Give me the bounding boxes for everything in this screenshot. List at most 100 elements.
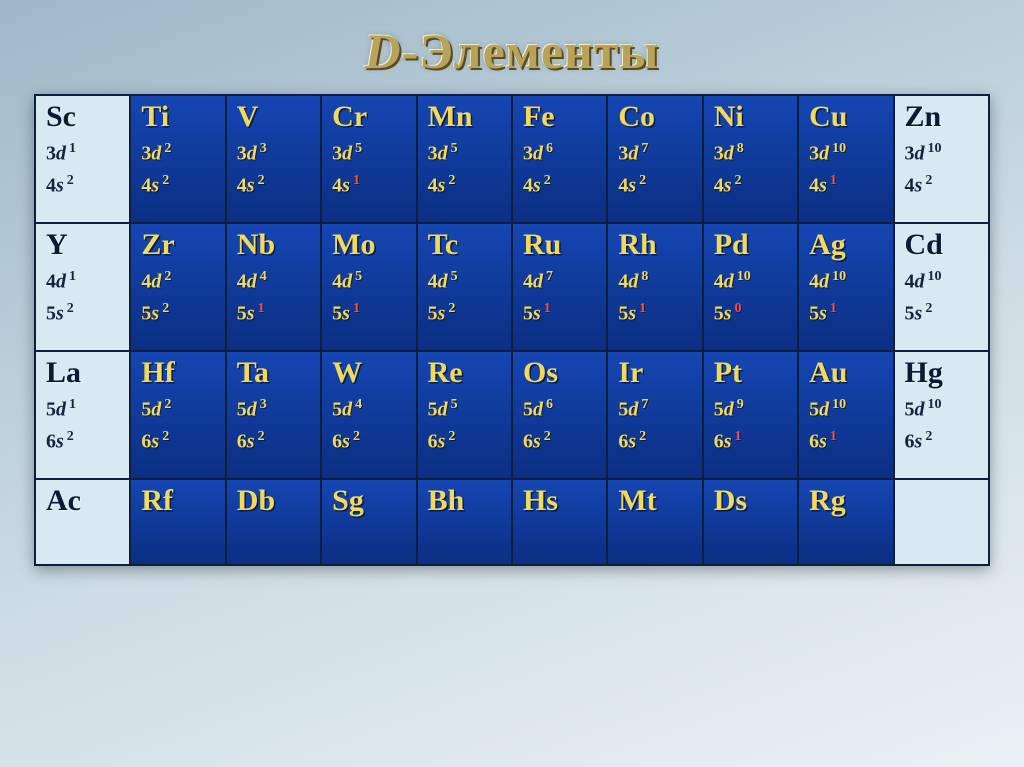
element-cell-mo: Mo4d55s1 (321, 223, 416, 351)
element-cell-co: Co3d74s2 (607, 95, 702, 223)
principal-quantum-number: 5 (714, 399, 724, 421)
orbital-letter: s (438, 430, 446, 452)
element-cell-zr: Zr4d25s2 (130, 223, 225, 351)
orbital-letter: d (915, 399, 925, 421)
orbital-letter: d (533, 271, 543, 293)
element-symbol: Ag (809, 230, 884, 260)
electron-count: 2 (353, 429, 360, 444)
electron-config-line: 4s2 (618, 170, 693, 202)
orbital-letter: d (724, 399, 734, 421)
element-cell-ru: Ru4d75s1 (512, 223, 607, 351)
element-cell-au: Au5d106s1 (798, 351, 893, 479)
element-symbol: Rh (618, 230, 693, 260)
element-symbol: Db (237, 486, 312, 516)
principal-quantum-number: 4 (141, 174, 151, 196)
electron-count: 5 (451, 141, 458, 156)
electron-count: 2 (164, 397, 171, 412)
electron-config-line: 6s2 (141, 426, 216, 458)
principal-quantum-number: 4 (618, 271, 628, 293)
electron-config-line: 4s1 (332, 170, 407, 202)
electron-config-line: 5d9 (714, 394, 789, 426)
element-cell-rg: Rg (798, 479, 893, 565)
principal-quantum-number: 3 (618, 143, 628, 165)
principal-quantum-number: 4 (237, 271, 247, 293)
element-symbol: Ac (46, 486, 121, 516)
electron-count: 10 (928, 141, 942, 156)
electron-count: 2 (925, 301, 932, 316)
principal-quantum-number: 5 (332, 302, 342, 324)
element-cell-ni: Ni3d84s2 (703, 95, 798, 223)
electron-config-line: 5s1 (523, 298, 598, 330)
principal-quantum-number: 4 (46, 271, 56, 293)
element-symbol: Ti (141, 102, 216, 132)
element-cell-v: V3d34s2 (226, 95, 321, 223)
element-cell-ir: Ir5d76s2 (607, 351, 702, 479)
electron-count: 1 (69, 141, 76, 156)
orbital-letter: s (151, 430, 159, 452)
orbital-letter: s (247, 430, 255, 452)
electron-count-anomalous: 1 (639, 301, 646, 316)
orbital-letter: d (342, 399, 352, 421)
principal-quantum-number: 4 (714, 271, 724, 293)
electron-count: 6 (546, 141, 553, 156)
principal-quantum-number: 5 (714, 302, 724, 324)
principal-quantum-number: 4 (141, 271, 151, 293)
orbital-letter: d (628, 143, 638, 165)
electron-config-line: 4s2 (428, 170, 503, 202)
orbital-letter: s (915, 302, 923, 324)
principal-quantum-number: 3 (714, 143, 724, 165)
electron-count: 8 (641, 269, 648, 284)
principal-quantum-number: 6 (809, 430, 819, 452)
orbital-letter: s (247, 174, 255, 196)
element-cell-y: Y4d15s2 (35, 223, 130, 351)
electron-count: 5 (355, 141, 362, 156)
principal-quantum-number: 3 (46, 143, 56, 165)
electron-config-line: 3d3 (237, 138, 312, 170)
element-symbol: Hs (523, 486, 598, 516)
element-cell-la: La5d16s2 (35, 351, 130, 479)
electron-config-line: 5d7 (618, 394, 693, 426)
orbital-letter: s (56, 174, 64, 196)
period-row-1: Sc3d14s2Ti3d24s2V3d34s2Cr3d54s1Mn3d54s2F… (35, 95, 989, 223)
electron-count: 2 (639, 173, 646, 188)
electron-count: 7 (641, 397, 648, 412)
period-row-3: La5d16s2Hf5d26s2Ta5d36s2W5d46s2Re5d56s2O… (35, 351, 989, 479)
element-cell-sg: Sg (321, 479, 416, 565)
orbital-letter: d (628, 271, 638, 293)
orbital-letter: s (151, 302, 159, 324)
electron-config-line: 6s2 (523, 426, 598, 458)
element-cell-fe: Fe3d64s2 (512, 95, 607, 223)
element-symbol: Sg (332, 486, 407, 516)
element-symbol: Co (618, 102, 693, 132)
element-symbol: Ir (618, 358, 693, 388)
element-symbol: Mt (618, 486, 693, 516)
electron-config-line: 5s2 (46, 298, 121, 330)
orbital-letter: s (724, 302, 732, 324)
electron-config-line: 5s0 (714, 298, 789, 330)
element-symbol: Os (523, 358, 598, 388)
orbital-letter: d (819, 143, 829, 165)
electron-config-line: 5s1 (237, 298, 312, 330)
principal-quantum-number: 3 (141, 143, 151, 165)
principal-quantum-number: 5 (809, 302, 819, 324)
orbital-letter: s (819, 174, 827, 196)
orbital-letter: d (56, 399, 66, 421)
electron-count: 2 (67, 301, 74, 316)
principal-quantum-number: 5 (141, 302, 151, 324)
element-symbol: Y (46, 230, 121, 260)
principal-quantum-number: 6 (237, 430, 247, 452)
orbital-letter: s (628, 302, 636, 324)
electron-count: 6 (546, 397, 553, 412)
electron-config-line: 3d1 (46, 138, 121, 170)
electron-config-line: 4d5 (332, 266, 407, 298)
orbital-letter: s (342, 174, 350, 196)
electron-count: 2 (448, 173, 455, 188)
element-symbol: Pt (714, 358, 789, 388)
electron-count: 5 (451, 397, 458, 412)
element-symbol: La (46, 358, 121, 388)
principal-quantum-number: 3 (237, 143, 247, 165)
principal-quantum-number: 4 (809, 174, 819, 196)
orbital-letter: s (56, 302, 64, 324)
principal-quantum-number: 5 (141, 399, 151, 421)
element-symbol: Rf (141, 486, 216, 516)
